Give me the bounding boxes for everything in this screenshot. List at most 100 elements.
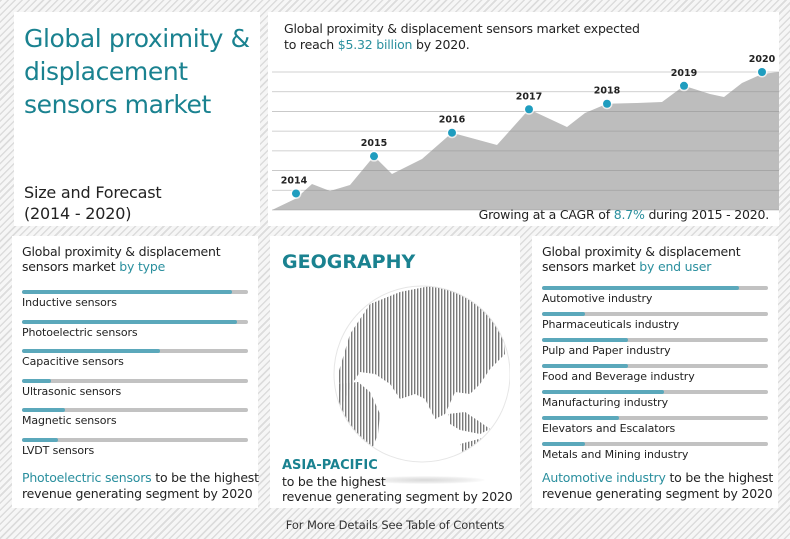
bar-fill — [22, 437, 59, 442]
cagr-text-end: during 2015 - 2020. — [644, 207, 769, 222]
bar-label: Pulp and Paper industry — [542, 344, 671, 357]
bar-item: Capacitive sensors — [22, 349, 248, 379]
title-panel: Global proximity & displacement sensors … — [14, 12, 260, 226]
globe-icon — [333, 285, 510, 463]
svg-text:2016: 2016 — [439, 115, 466, 126]
heading-highlight: by end user — [639, 259, 712, 274]
bar-fill — [22, 319, 237, 324]
bar-track — [542, 286, 768, 290]
bar-fill — [542, 442, 585, 446]
globe-shadow — [365, 476, 485, 484]
by-type-conclusion: Photoelectric sensors to be the highest … — [22, 470, 262, 502]
bar-fill — [542, 364, 628, 368]
region-desc-line1: to be the highest — [282, 474, 386, 489]
bar-track — [542, 364, 768, 368]
cagr-note: Growing at a CAGR of 8.7% during 2015 - … — [478, 207, 770, 222]
cagr-value: 8.7% — [613, 207, 645, 222]
bar-label: Inductive sensors — [22, 296, 117, 309]
conclusion-text: to be the highest revenue generating seg… — [22, 470, 259, 501]
bar-track — [542, 390, 768, 394]
bar-track — [542, 312, 768, 316]
bar-item: Magnetic sensors — [22, 408, 248, 438]
headline-text-end: by 2020. — [412, 37, 470, 52]
cagr-text: Growing at a CAGR of — [478, 207, 614, 222]
svg-text:2019: 2019 — [671, 68, 697, 79]
bar-item: Elevators and Escalators — [542, 416, 768, 442]
bar-label: Ultrasonic sensors — [22, 384, 122, 398]
by-type-heading: Global proximity & displacement sensors … — [22, 244, 258, 274]
bar-fill — [542, 416, 619, 420]
subtitle-line1: Size and Forecast — [24, 183, 162, 202]
bar-item: Pulp and Paper industry — [542, 338, 768, 364]
area-chart: 2014 2015 2016 2017 2018 2019 2020 — [272, 54, 779, 211]
bar-track — [22, 290, 248, 294]
conclusion-highlight: Photoelectric sensors — [22, 470, 152, 485]
bar-label: Manufacturing industry — [542, 396, 669, 409]
svg-text:2015: 2015 — [361, 138, 387, 149]
bar-track — [22, 408, 248, 413]
headline-value: $5.32 billion — [337, 37, 413, 52]
bar-item: Pharmaceuticals industry — [542, 312, 768, 338]
chart-headline: Global proximity & displacement sensors … — [284, 21, 640, 53]
bar-item: Photoelectric sensors — [22, 319, 248, 350]
by-type-bars: Inductive sensors Photoelectric sensors … — [22, 290, 248, 468]
bar-item: Food and Beverage industry — [542, 364, 768, 390]
svg-text:2018: 2018 — [594, 86, 621, 97]
by-end-user-heading: Global proximity & displacement sensors … — [542, 244, 778, 274]
market-chart-panel: 2014 2015 2016 2017 2018 2019 2020 Global prox… — [268, 12, 779, 226]
by-end-user-bars: Automotive industry Pharmaceuticals indu… — [542, 286, 768, 468]
geography-panel: GEOGRAPHY ASIA-PACIFIC to be the highest… — [270, 236, 520, 508]
main-title: Global proximity & displacement sensors … — [24, 24, 250, 119]
headline-line2: to reach $5.32 billion by 2020. — [284, 37, 640, 53]
svg-text:2017: 2017 — [516, 91, 542, 102]
bar-fill — [22, 290, 233, 294]
bar-fill — [542, 338, 628, 342]
heading-text: Global proximity & displacement sensors … — [22, 244, 221, 274]
bar-item: Ultrasonic sensors — [22, 378, 248, 409]
bar-track — [22, 349, 248, 354]
region-description: to be the highest revenue generating seg… — [282, 474, 522, 504]
bar-fill — [22, 349, 160, 354]
bar-label: Capacitive sensors — [22, 355, 124, 369]
bar-track — [22, 437, 248, 442]
table-of-contents-link[interactable]: For More Details See Table of Contents — [285, 518, 505, 532]
bar-track — [22, 378, 248, 383]
heading-highlight: by type — [119, 259, 166, 274]
bar-track — [22, 319, 248, 324]
subtitle: Size and Forecast (2014 - 2020) — [24, 182, 162, 224]
headline-text: to reach — [284, 37, 338, 52]
bar-fill — [542, 390, 665, 394]
bar-label: Photoelectric sensors — [22, 325, 138, 339]
bar-fill — [22, 378, 52, 383]
bar-fill — [542, 286, 739, 290]
by-end-user-panel: Global proximity & displacement sensors … — [532, 236, 778, 508]
bar-label: Pharmaceuticals industry — [542, 318, 680, 331]
headline-line1: Global proximity & displacement sensors … — [284, 21, 640, 36]
geography-title: GEOGRAPHY — [282, 251, 416, 273]
bar-fill — [22, 408, 65, 413]
by-type-panel: Global proximity & displacement sensors … — [12, 236, 259, 508]
bar-item: Metals and Mining industry — [542, 442, 768, 468]
bar-item: LVDT sensors — [22, 437, 248, 468]
by-end-user-conclusion: Automotive industry to be the highest re… — [542, 470, 782, 502]
bar-label: Automotive industry — [542, 292, 653, 305]
svg-text:2020: 2020 — [749, 54, 776, 65]
bar-label: Metals and Mining industry — [542, 448, 689, 461]
bar-track — [542, 338, 768, 342]
bar-label: Magnetic sensors — [22, 414, 117, 428]
bar-fill — [542, 312, 585, 316]
bar-label: Elevators and Escalators — [542, 422, 676, 435]
bar-item: Automotive industry — [542, 286, 768, 312]
region-desc-line2: revenue generating segment by 2020 — [282, 489, 513, 504]
conclusion-highlight: Automotive industry — [542, 470, 666, 485]
bar-track — [542, 416, 768, 420]
heading-text: Global proximity & displacement sensors … — [542, 244, 741, 274]
conclusion-text: to be the highest revenue generating seg… — [542, 470, 774, 501]
bar-label: Food and Beverage industry — [542, 370, 695, 383]
subtitle-line2: (2014 - 2020) — [24, 204, 132, 223]
svg-text:2014: 2014 — [281, 175, 308, 186]
bar-item: Manufacturing industry — [542, 390, 768, 416]
region-name: ASIA-PACIFIC — [282, 458, 378, 473]
bar-item: Inductive sensors — [22, 290, 248, 320]
bar-track — [542, 442, 768, 446]
